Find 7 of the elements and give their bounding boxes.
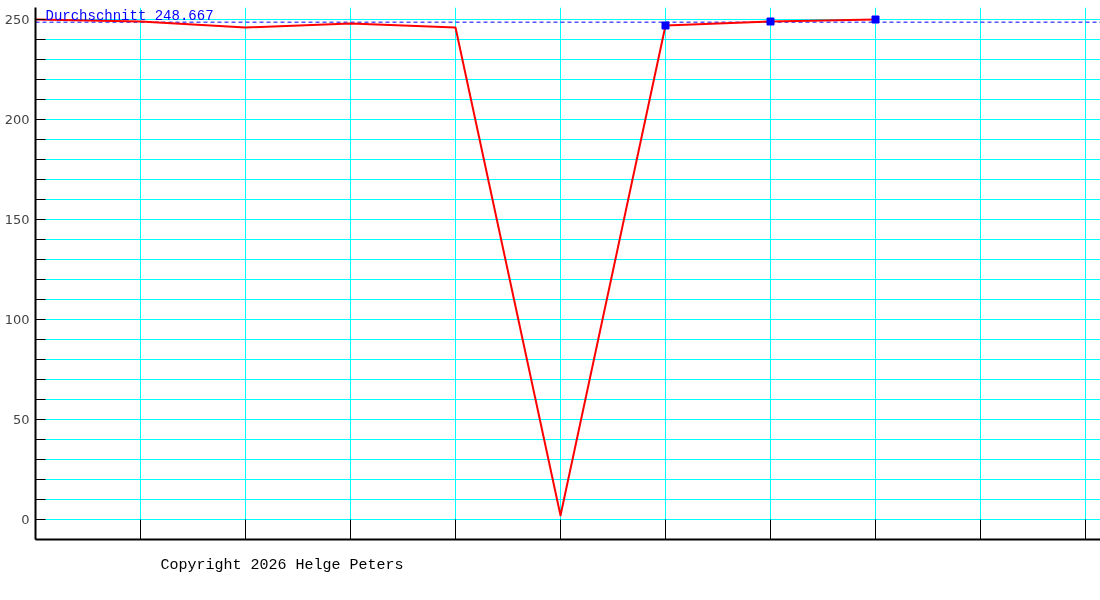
y-tick-label: 200 [4, 112, 30, 127]
y-tick-label: 250 [4, 12, 30, 27]
y-tick-label: 0 [21, 512, 30, 527]
y-tick-label: 100 [4, 312, 30, 327]
y-tick-label: 150 [4, 212, 30, 227]
y-tick-label: 50 [12, 412, 30, 427]
text: Copyright 2026 Helge Peters [160, 556, 404, 574]
